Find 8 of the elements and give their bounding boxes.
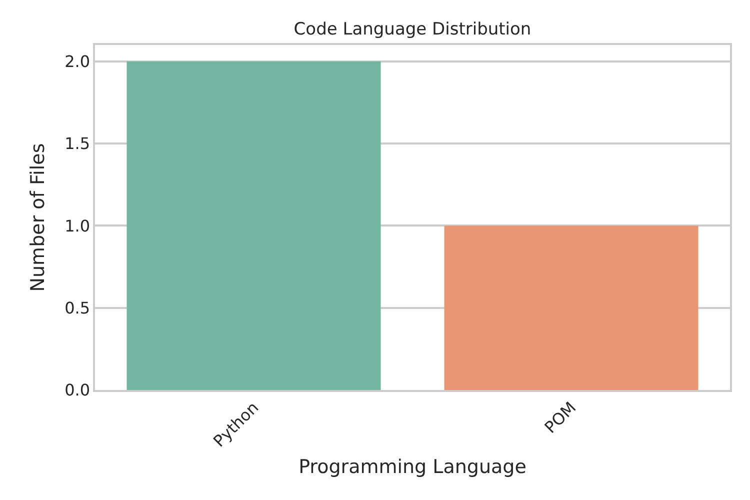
y-tick-label: 0.5 (64, 298, 90, 318)
y-tick-label: 0.0 (64, 380, 90, 400)
y-tick-label: 1.5 (64, 134, 90, 154)
y-axis-title: Number of Files (26, 143, 49, 292)
y-tick-label: 2.0 (64, 52, 90, 72)
y-tick-label: 1.0 (64, 216, 90, 236)
x-axis-title: Programming Language (298, 456, 526, 478)
chart-title: Code Language Distribution (294, 19, 532, 40)
